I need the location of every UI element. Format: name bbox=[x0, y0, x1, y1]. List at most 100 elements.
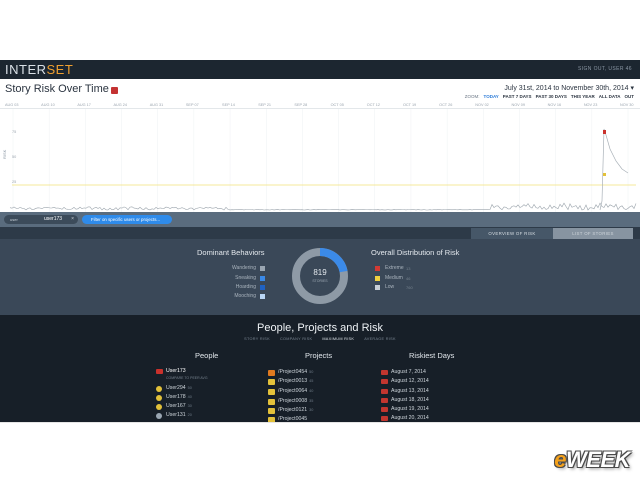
risky-day-item[interactable]: August 12, 2014 bbox=[381, 378, 471, 385]
time-axis-tick: NOV 16 bbox=[547, 103, 562, 107]
person-list-item[interactable]: User294 50 bbox=[156, 385, 266, 392]
person-list-item[interactable]: User173 bbox=[156, 368, 266, 375]
tab-list-of-stories[interactable]: LIST OF STORIES bbox=[553, 228, 633, 239]
zoom-option[interactable]: OUT bbox=[624, 94, 635, 99]
zoom-option[interactable]: PAST 30 DAYS bbox=[535, 94, 567, 99]
user-filter-chip[interactable]: user user173 × bbox=[4, 215, 78, 224]
zoom-option[interactable]: PAST 7 DAYS bbox=[502, 94, 532, 99]
person-name-wrap: User294 50 bbox=[166, 385, 192, 391]
risky-day-item[interactable]: August 18, 2014 bbox=[381, 397, 471, 404]
folder-icon bbox=[268, 398, 275, 405]
filter-projects-button[interactable]: Filter on specific users or projects... bbox=[82, 215, 172, 224]
time-axis-tick: NOV 09 bbox=[511, 103, 525, 107]
tab-overview-of-risk[interactable]: OVERVIEW OF RISK bbox=[471, 228, 553, 239]
behavior-swatch bbox=[260, 265, 265, 271]
project-list-item[interactable]: /Project0064 40 bbox=[268, 388, 358, 395]
time-axis-tick: AUG 10 bbox=[41, 103, 55, 107]
person-name: User167 bbox=[166, 403, 186, 409]
risky-day-date: August 20, 2014 bbox=[391, 415, 429, 421]
pdf-export-icon[interactable] bbox=[111, 87, 118, 94]
ppr-subtabs: STORY RISK COMPANY RISK MAXIMUM RISK AVE… bbox=[0, 337, 640, 341]
ppr-subtab[interactable]: STORY RISK bbox=[244, 337, 270, 341]
compare-peer-link[interactable]: COMPARE TO PEER AVG bbox=[166, 376, 208, 380]
risk-level-name: Medium bbox=[385, 275, 403, 281]
project-list-item[interactable]: /Project0121 30 bbox=[268, 407, 358, 414]
project-name: /Project0454 bbox=[278, 369, 308, 375]
time-axis-tick: OCT 26 bbox=[439, 103, 453, 107]
risk-spike-line bbox=[599, 128, 629, 211]
person-list-item[interactable]: User167 30 bbox=[156, 403, 266, 410]
person-name-wrap: User131 20 bbox=[166, 412, 192, 418]
ppr-title: People, Projects and Risk bbox=[257, 322, 383, 334]
user-risk-icon bbox=[156, 385, 162, 392]
time-axis-tick: AUG 31 bbox=[149, 103, 164, 107]
folder-icon bbox=[268, 407, 275, 414]
time-axis-tick: AUG 24 bbox=[113, 103, 128, 107]
project-count: 45 bbox=[309, 379, 314, 383]
ppr-subtab[interactable]: AVERAGE RISK bbox=[364, 337, 396, 341]
risk-distribution-title: Overall Distribution of Risk bbox=[371, 248, 460, 257]
date-range-text: July 31st, 2014 to November 30th, 2014 bbox=[504, 85, 629, 92]
person-count: 30 bbox=[187, 404, 192, 408]
risky-day-item[interactable]: August 13, 2014 bbox=[381, 388, 471, 395]
project-name-wrap: /Project0064 40 bbox=[278, 388, 313, 394]
donut-value: 819 bbox=[313, 268, 327, 277]
project-name: /Project0008 bbox=[278, 398, 308, 404]
zoom-option[interactable]: ALL DATA bbox=[598, 94, 621, 99]
person-count: 50 bbox=[187, 386, 192, 390]
risky-day-item[interactable]: August 7, 2014 bbox=[381, 369, 471, 376]
risk-swatch bbox=[375, 275, 380, 281]
behavior-swatch bbox=[260, 275, 265, 281]
y-tick-label: 50 bbox=[12, 155, 16, 159]
donut-caption: STORIES bbox=[312, 279, 328, 283]
app-logo[interactable]: INTERSET bbox=[5, 62, 73, 77]
zoom-option[interactable]: THIS YEAR bbox=[570, 94, 595, 99]
user-filter-value: user173 bbox=[44, 216, 63, 222]
risk-plot[interactable]: 75 50 25 RISK bbox=[0, 109, 640, 212]
time-axis-tick: SEP 07 bbox=[185, 103, 199, 107]
risk-series-line bbox=[9, 202, 637, 211]
risky-day-item[interactable]: August 19, 2014 bbox=[381, 406, 471, 413]
project-list-item[interactable]: /Project0454 50 bbox=[268, 369, 358, 376]
time-axis-tick: SEP 14 bbox=[222, 103, 235, 107]
project-name: /Project0121 bbox=[278, 407, 308, 413]
spike-marker-mid bbox=[603, 173, 606, 176]
time-axis-tick: OCT 05 bbox=[330, 103, 344, 107]
risk-legend-item: Extreme 13 bbox=[375, 265, 435, 271]
project-list-item[interactable]: /Project0013 45 bbox=[268, 378, 358, 385]
y-axis-label: RISK bbox=[2, 149, 7, 159]
behavior-legend-item: Hoarding bbox=[196, 284, 268, 290]
project-count: 40 bbox=[309, 389, 314, 393]
top-nav-bar bbox=[0, 60, 640, 79]
behavior-donut[interactable] bbox=[290, 246, 350, 306]
ppr-subtab[interactable]: MAXIMUM RISK bbox=[322, 337, 355, 341]
risk-legend-item: Medium 46 bbox=[375, 275, 435, 281]
user-risk-icon bbox=[156, 369, 163, 374]
user-risk-icon bbox=[156, 394, 162, 401]
person-list-item[interactable]: User178 40 bbox=[156, 394, 266, 401]
caret-down-icon: ▾ bbox=[630, 85, 634, 92]
days-column-title: Riskiest Days bbox=[409, 351, 455, 360]
project-list-item[interactable]: /Project0008 35 bbox=[268, 398, 358, 405]
date-range-selector[interactable]: July 31st, 2014 to November 30th, 2014 ▾ bbox=[504, 84, 634, 92]
risky-day-date: August 18, 2014 bbox=[391, 397, 429, 403]
person-list-item[interactable]: User131 20 bbox=[156, 412, 266, 419]
project-list-item[interactable]: /Project0045 bbox=[268, 416, 358, 423]
behavior-name: Sneaking bbox=[235, 275, 256, 281]
behavior-name: Hoarding bbox=[235, 284, 256, 290]
project-name-wrap: /Project0013 45 bbox=[278, 378, 313, 384]
time-axis-tick: SEP 28 bbox=[294, 103, 308, 107]
project-name-wrap: /Project0454 50 bbox=[278, 369, 313, 375]
eweek-logo-text: WEEK bbox=[566, 447, 631, 472]
ppr-subtab[interactable]: COMPANY RISK bbox=[279, 337, 313, 341]
risky-day-item[interactable]: August 20, 2014 bbox=[381, 415, 471, 422]
behavior-swatch bbox=[260, 284, 265, 290]
folder-icon bbox=[268, 378, 275, 385]
signout-link[interactable]: SIGN OUT, USER 46 bbox=[577, 66, 632, 72]
close-icon[interactable]: × bbox=[71, 216, 74, 222]
person-name: User131 bbox=[166, 412, 186, 418]
person-name: User294 bbox=[166, 385, 186, 391]
project-name: /Project0045 bbox=[278, 416, 308, 422]
risky-day-date: August 7, 2014 bbox=[391, 369, 426, 375]
zoom-option[interactable]: TODAY bbox=[483, 94, 499, 99]
